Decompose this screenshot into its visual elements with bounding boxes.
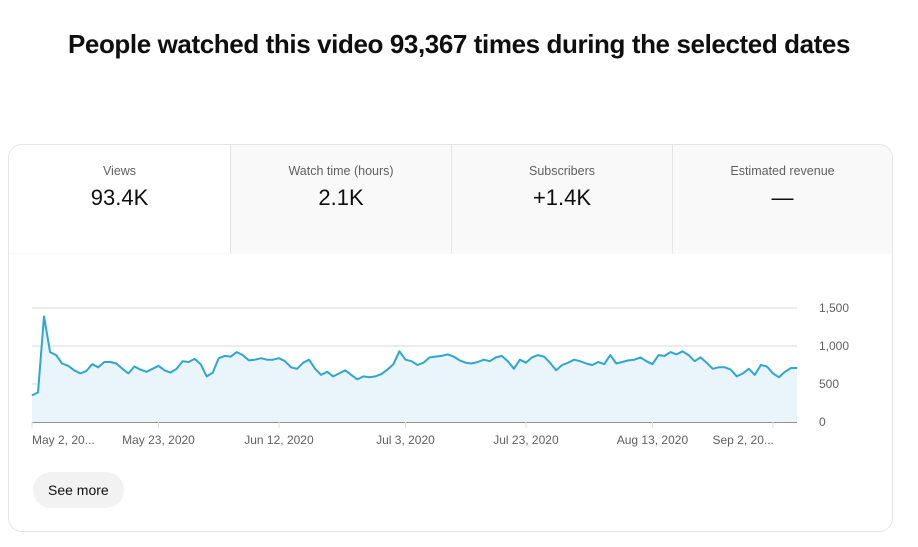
x-tick-label: May 23, 2020 [122, 433, 195, 447]
page-headline: People watched this video 93,367 times d… [67, 29, 851, 59]
views-chart[interactable]: May 2, 20... May 23, 2020 Jun 12, 2020 Jul … [9, 254, 892, 454]
tab-watch-time-value: 2.1K [318, 185, 364, 210]
tab-watch-time-label: Watch time (hours) [288, 164, 394, 178]
y-tick-label: 1,000 [819, 339, 849, 353]
x-tick-label: Aug 13, 2020 [617, 433, 689, 447]
see-more-button[interactable]: See more [33, 472, 124, 508]
x-tick-label: Jul 23, 2020 [493, 433, 559, 447]
x-tick-label: May 2, 20... [32, 433, 95, 447]
tab-subscribers-value: +1.4K [532, 185, 592, 210]
tab-watch-time[interactable]: Watch time (hours) 2.1K [230, 145, 451, 254]
tab-estimated-revenue-label: Estimated revenue [730, 164, 835, 178]
y-tick-label: 0 [819, 415, 826, 429]
chart-line [31, 315, 797, 397]
x-axis: May 2, 20... May 23, 2020 Jun 12, 2020 Jul … [31, 422, 797, 447]
chart-area-fill [32, 316, 797, 422]
tab-subscribers[interactable]: Subscribers +1.4K [451, 145, 672, 254]
y-axis: 0 500 1,000 1,500 [819, 301, 849, 429]
y-tick-label: 500 [819, 377, 839, 391]
tab-estimated-revenue-value: — [771, 185, 794, 210]
tab-views-label: Views [102, 164, 137, 178]
tab-subscribers-label: Subscribers [529, 164, 595, 178]
tab-estimated-revenue[interactable]: Estimated revenue — [672, 145, 892, 254]
x-tick-label: Sep 2, 20... [713, 433, 774, 447]
tab-views-value: 93.4K [90, 185, 149, 210]
analytics-card: Views 93.4K Watch time (hours) 2.1K Subs… [8, 144, 893, 532]
metric-tabs: Views 93.4K Watch time (hours) 2.1K Subs… [9, 145, 892, 254]
x-tick-label: Jun 12, 2020 [244, 433, 314, 447]
views-line-chart: May 2, 20... May 23, 2020 Jun 12, 2020 Jul … [31, 301, 849, 447]
tab-views[interactable]: Views 93.4K [9, 145, 230, 254]
y-tick-label: 1,500 [819, 301, 849, 315]
x-tick-label: Jul 3, 2020 [376, 433, 435, 447]
